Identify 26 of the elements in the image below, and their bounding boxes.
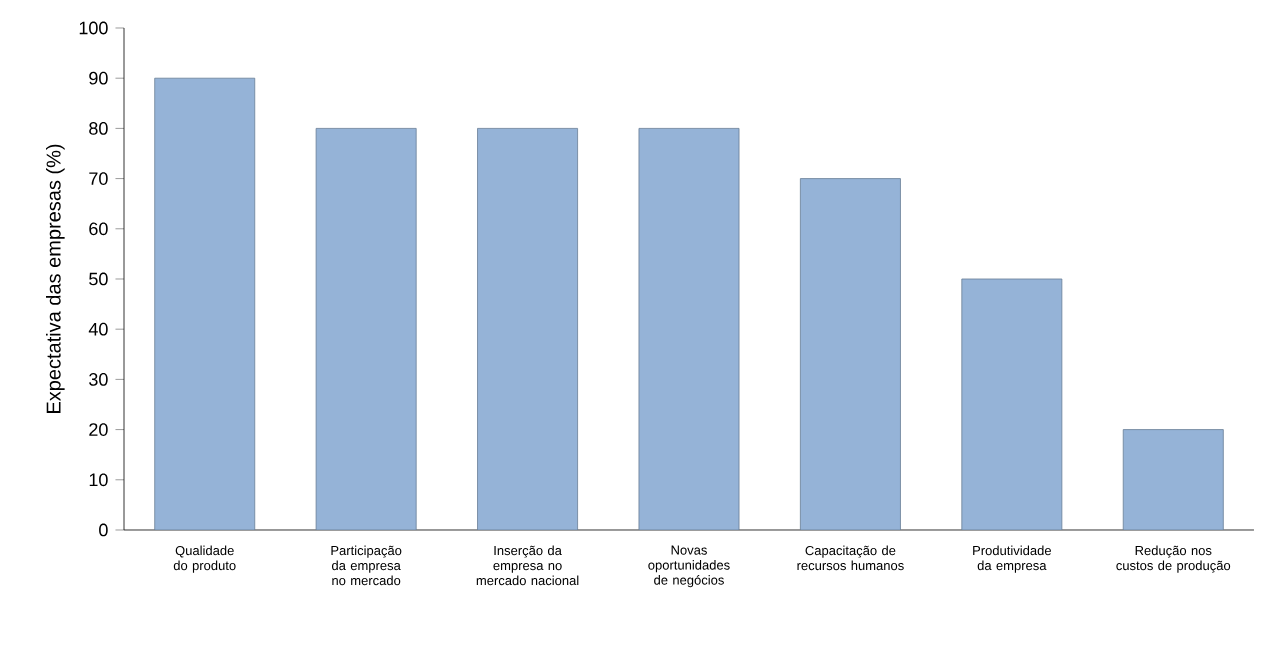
bar — [961, 278, 1063, 530]
x-tick-label: Capacitação de recursos humanos — [797, 545, 904, 571]
x-tick-label: Qualidade do produto — [173, 545, 236, 573]
bar — [154, 77, 256, 530]
y-axis-title: Expectativa das empresas (%) — [46, 144, 65, 413]
bar — [799, 178, 901, 530]
y-tick-label: 0 — [99, 523, 108, 537]
x-tick-label: Participação da empresa no mercado — [331, 545, 402, 586]
bar — [1122, 429, 1224, 530]
y-tick-label: 70 — [89, 172, 108, 185]
bar — [638, 127, 740, 530]
x-tick-label: Novas oportunidades de negócios — [648, 545, 730, 588]
y-tick-label: 20 — [89, 423, 108, 436]
y-tick-label: 40 — [88, 322, 108, 336]
y-tick-label: 50 — [89, 272, 108, 286]
bar — [315, 127, 417, 530]
y-tick-label: 90 — [89, 71, 108, 85]
x-tick-label: Inserção da empresa no mercado nacional — [476, 545, 579, 586]
y-tick-label: 30 — [89, 373, 108, 386]
y-tick-label: 10 — [89, 473, 108, 487]
y-tick-label: 60 — [89, 222, 108, 236]
y-tick-label: 80 — [89, 122, 108, 135]
x-tick-label: Redução nos custos de produção — [1116, 545, 1231, 573]
x-tick-label: Produtividade da empresa — [973, 545, 1051, 573]
bar — [477, 127, 579, 530]
y-tick-label: 100 — [79, 21, 108, 35]
